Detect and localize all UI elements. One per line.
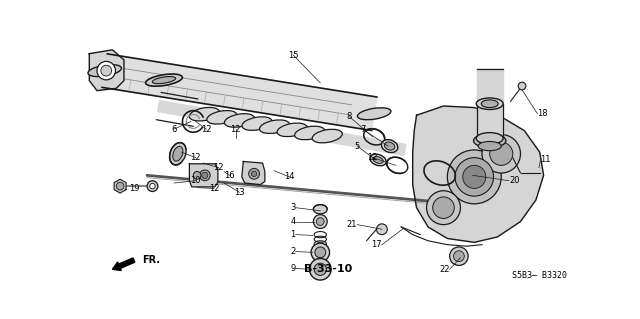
Circle shape — [315, 247, 326, 258]
Text: 22: 22 — [439, 265, 450, 274]
Ellipse shape — [207, 111, 237, 124]
Text: 12: 12 — [213, 163, 224, 172]
Text: 19: 19 — [129, 184, 140, 193]
Circle shape — [314, 263, 326, 275]
Ellipse shape — [476, 133, 503, 144]
Ellipse shape — [373, 157, 383, 163]
Text: 20: 20 — [509, 176, 520, 185]
Circle shape — [450, 247, 468, 265]
Circle shape — [314, 215, 327, 228]
Polygon shape — [413, 106, 543, 242]
Ellipse shape — [242, 117, 272, 130]
Circle shape — [455, 158, 493, 196]
Polygon shape — [242, 161, 265, 185]
Text: FR.: FR. — [141, 255, 159, 265]
Text: 15: 15 — [288, 51, 299, 60]
Polygon shape — [90, 50, 124, 91]
Polygon shape — [114, 179, 126, 193]
Text: 13: 13 — [234, 188, 244, 197]
Circle shape — [101, 65, 111, 76]
Text: 12: 12 — [201, 125, 212, 134]
Text: 21: 21 — [347, 220, 357, 229]
Circle shape — [482, 135, 520, 173]
Ellipse shape — [152, 77, 176, 84]
Circle shape — [376, 224, 387, 235]
Circle shape — [316, 218, 324, 226]
Text: 9: 9 — [291, 264, 296, 273]
Polygon shape — [102, 54, 377, 130]
Ellipse shape — [225, 114, 255, 127]
Circle shape — [200, 170, 210, 181]
Ellipse shape — [189, 108, 220, 121]
Ellipse shape — [277, 123, 307, 137]
Circle shape — [463, 165, 486, 189]
Text: 12: 12 — [230, 125, 241, 134]
Text: 12: 12 — [367, 153, 378, 162]
Ellipse shape — [88, 65, 122, 77]
Polygon shape — [157, 100, 406, 155]
Text: 3: 3 — [291, 203, 296, 212]
Text: 7: 7 — [360, 125, 365, 134]
Ellipse shape — [481, 100, 498, 108]
Text: 18: 18 — [538, 109, 548, 118]
Ellipse shape — [474, 134, 506, 148]
Ellipse shape — [314, 204, 327, 214]
Circle shape — [97, 61, 115, 80]
Text: 12: 12 — [190, 153, 201, 162]
Circle shape — [433, 197, 454, 219]
Ellipse shape — [385, 142, 395, 150]
Text: 6: 6 — [172, 125, 177, 134]
Text: B-33-10: B-33-10 — [304, 264, 352, 274]
Text: 12: 12 — [209, 184, 220, 193]
Circle shape — [518, 82, 526, 90]
Text: 8: 8 — [347, 112, 352, 121]
FancyArrow shape — [113, 258, 135, 271]
Ellipse shape — [381, 140, 398, 152]
Circle shape — [193, 172, 201, 179]
Ellipse shape — [294, 126, 324, 140]
Circle shape — [426, 191, 460, 225]
Ellipse shape — [170, 143, 186, 165]
Text: 14: 14 — [284, 172, 295, 182]
Circle shape — [310, 258, 331, 280]
Ellipse shape — [259, 120, 290, 133]
Text: 16: 16 — [224, 171, 235, 180]
Circle shape — [150, 183, 155, 189]
Polygon shape — [189, 164, 218, 187]
Ellipse shape — [173, 146, 183, 161]
Circle shape — [311, 243, 330, 262]
Circle shape — [490, 142, 513, 165]
Circle shape — [116, 182, 124, 190]
Circle shape — [447, 150, 501, 204]
Circle shape — [249, 168, 259, 179]
Text: S5B3– B3320: S5B3– B3320 — [512, 271, 567, 280]
Ellipse shape — [370, 154, 386, 166]
Ellipse shape — [358, 108, 391, 120]
Circle shape — [252, 171, 257, 176]
Ellipse shape — [145, 74, 182, 86]
Text: 10: 10 — [190, 176, 201, 185]
Text: 2: 2 — [291, 247, 296, 256]
Text: 4: 4 — [291, 217, 296, 226]
Ellipse shape — [312, 129, 342, 143]
Text: 5: 5 — [355, 142, 360, 151]
Ellipse shape — [478, 141, 501, 151]
Bar — [477, 104, 503, 138]
Ellipse shape — [476, 98, 503, 109]
Circle shape — [454, 251, 464, 262]
Circle shape — [147, 181, 158, 191]
Text: 17: 17 — [371, 240, 382, 249]
Text: 1: 1 — [291, 230, 296, 239]
Text: 11: 11 — [541, 155, 551, 164]
Polygon shape — [477, 69, 503, 138]
Circle shape — [202, 172, 208, 178]
